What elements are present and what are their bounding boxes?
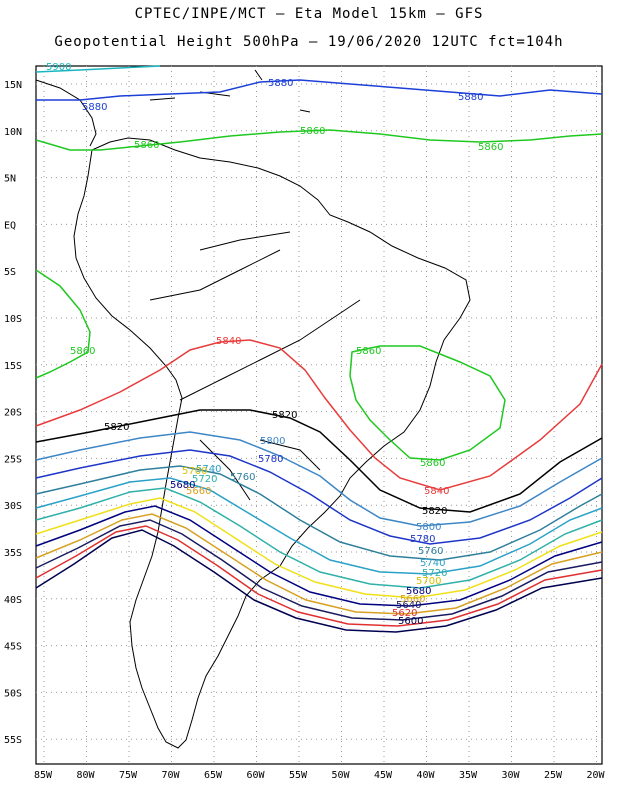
contour-label: 5760 <box>230 472 255 483</box>
contour-5660 <box>35 513 603 615</box>
contour-label: 5680 <box>406 586 431 597</box>
longitude-tick-label: 55W <box>289 770 308 781</box>
contour-label: 5680 <box>170 480 195 491</box>
latitude-tick-label: 25S <box>4 454 22 465</box>
south-america-coastline <box>73 137 471 749</box>
longitude-tick-label: 35W <box>459 770 478 781</box>
contour-label: 5720 <box>422 568 447 579</box>
longitude-tick-label: 85W <box>34 770 53 781</box>
contour-5640 <box>35 519 603 621</box>
country-borders <box>149 231 361 501</box>
contour-label: 5860 <box>134 140 159 151</box>
latitude-tick-label: 45S <box>4 642 22 653</box>
contour-label: 5880 <box>458 92 483 103</box>
latitude-tick-label: EQ <box>4 220 16 231</box>
longitude-tick-label: 80W <box>77 770 96 781</box>
contour-label: 5660 <box>186 486 211 497</box>
contour-label: 5660 <box>400 594 425 605</box>
longitude-tick-label: 60W <box>247 770 266 781</box>
longitude-tick-label: 65W <box>204 770 223 781</box>
latitude-tick-label: 35S <box>4 548 22 559</box>
contour-5880 <box>36 79 603 101</box>
latitude-tick-label: 10S <box>4 314 22 325</box>
latitude-tick-label: 30S <box>4 501 22 512</box>
latitude-tick-label: 20S <box>4 408 22 419</box>
contour-5860-west <box>35 269 91 379</box>
contour-label: 5840 <box>216 336 241 347</box>
contour-label: 5860 <box>478 142 503 153</box>
contour-label: 5620 <box>392 608 417 619</box>
latitude-tick-label: 15N <box>4 80 22 91</box>
contour-label: 5720 <box>192 474 217 485</box>
longitude-tick-label: 75W <box>119 770 138 781</box>
contour-label: 5880 <box>82 102 107 113</box>
contour-5740 <box>35 477 603 575</box>
contour-label: 5740 <box>196 464 221 475</box>
contour-label: 5840 <box>424 486 449 497</box>
latitude-tick-label: 5N <box>4 174 16 185</box>
geopotential-contours <box>35 65 603 633</box>
contour-label: 5860 <box>300 126 325 137</box>
contour-label: 5860 <box>70 346 95 357</box>
chart-title-line1: CPTEC/INPE/MCT – Eta Model 15km – GFS <box>134 6 484 22</box>
central-america-coastline <box>35 79 97 147</box>
map-frame <box>35 65 603 765</box>
longitude-tick-label: 40W <box>417 770 436 781</box>
latitude-tick-label: 5S <box>4 267 16 278</box>
longitude-tick-label: 50W <box>332 770 351 781</box>
latitude-tick-label: 55S <box>4 735 22 746</box>
latitude-tick-label: 10N <box>4 127 22 138</box>
latitude-tick-label: 40S <box>4 595 22 606</box>
contour-5800 <box>35 431 603 527</box>
contour-label: 5780 <box>258 454 283 465</box>
contour-5860-east <box>349 345 506 461</box>
chart-title-line2: Geopotential Height 500hPa – 19/06/2020 … <box>54 34 564 50</box>
longitude-tick-labels: 85W 80W 75W 70W 65W 60W 55W 50W 45W 40W 35W 30W 25W 2… <box>34 770 606 781</box>
contour-label: 5860 <box>356 346 381 357</box>
contour-5780 <box>35 449 603 545</box>
contour-label: 5760 <box>418 546 443 557</box>
contour-5700 <box>35 497 603 599</box>
contour-label: 5600 <box>398 616 423 627</box>
contour-label: 5740 <box>420 558 445 569</box>
contour-label: 5780 <box>410 534 435 545</box>
contour-label: 5860 <box>420 458 445 469</box>
coastlines <box>35 69 471 749</box>
longitude-tick-label: 70W <box>162 770 181 781</box>
contour-5860-north <box>35 129 603 151</box>
latitude-tick-label: 50S <box>4 688 22 699</box>
latitude-tick-label: 15S <box>4 361 22 372</box>
contour-label: 5700 <box>182 466 207 477</box>
contour-5680 <box>35 505 603 607</box>
longitude-tick-label: 30W <box>502 770 521 781</box>
contour-label: 5900 <box>46 62 71 73</box>
contour-label: 5820 <box>272 410 297 421</box>
longitude-tick-label: 25W <box>544 770 563 781</box>
caribbean-islands <box>149 69 311 113</box>
contour-label: 5800 <box>260 436 285 447</box>
contour-5820 <box>35 409 603 513</box>
contour-label: 5820 <box>422 506 447 517</box>
contour-5900 <box>35 65 161 73</box>
latitude-tick-labels: 15N 10N 5N EQ 5S 10S 15S 20S 25S 30S 35S 40S 45S 50S 5… <box>4 80 22 746</box>
contour-5840 <box>35 339 603 491</box>
longitude-tick-label: 20W <box>587 770 606 781</box>
contour-5600 <box>35 529 603 633</box>
contour-label: 5800 <box>416 522 441 533</box>
contour-5620 <box>35 525 603 627</box>
contour-label: 5820 <box>104 422 129 433</box>
contour-labels: 5900 5880 5880 5880 5860 5860 5860 5860 … <box>46 62 503 627</box>
contour-label: 5700 <box>416 576 441 587</box>
contour-5720 <box>35 487 603 589</box>
contour-label: 5640 <box>396 600 421 611</box>
contour-5760 <box>35 465 603 561</box>
longitude-tick-label: 45W <box>374 770 393 781</box>
contour-label: 5880 <box>268 78 293 89</box>
